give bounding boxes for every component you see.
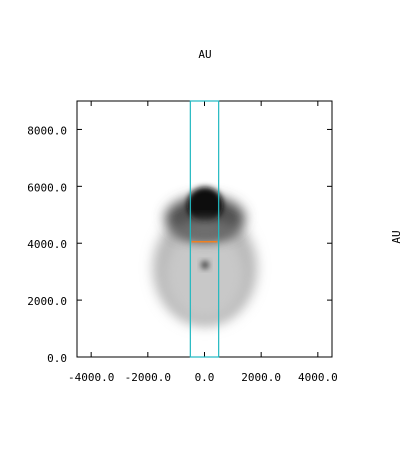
chart-title: AU [198,48,211,61]
y-tick-label: 8000.0 [27,124,67,137]
selection-box [189,100,220,358]
x-tick-label: 2000.0 [241,371,281,384]
y-tick-label: 2000.0 [27,295,67,308]
x-tick-label: 0.0 [195,371,215,384]
y-tick-label: 6000.0 [27,181,67,194]
x-tick-label: -4000.0 [68,371,114,384]
x-tick-label: 4000.0 [298,371,338,384]
y-tick-label: 0.0 [47,352,67,365]
density-image [153,187,257,326]
x-tick-label: -2000.0 [125,371,171,384]
right-axis-label: AU [390,230,403,243]
y-tick-label: 4000.0 [27,238,67,251]
